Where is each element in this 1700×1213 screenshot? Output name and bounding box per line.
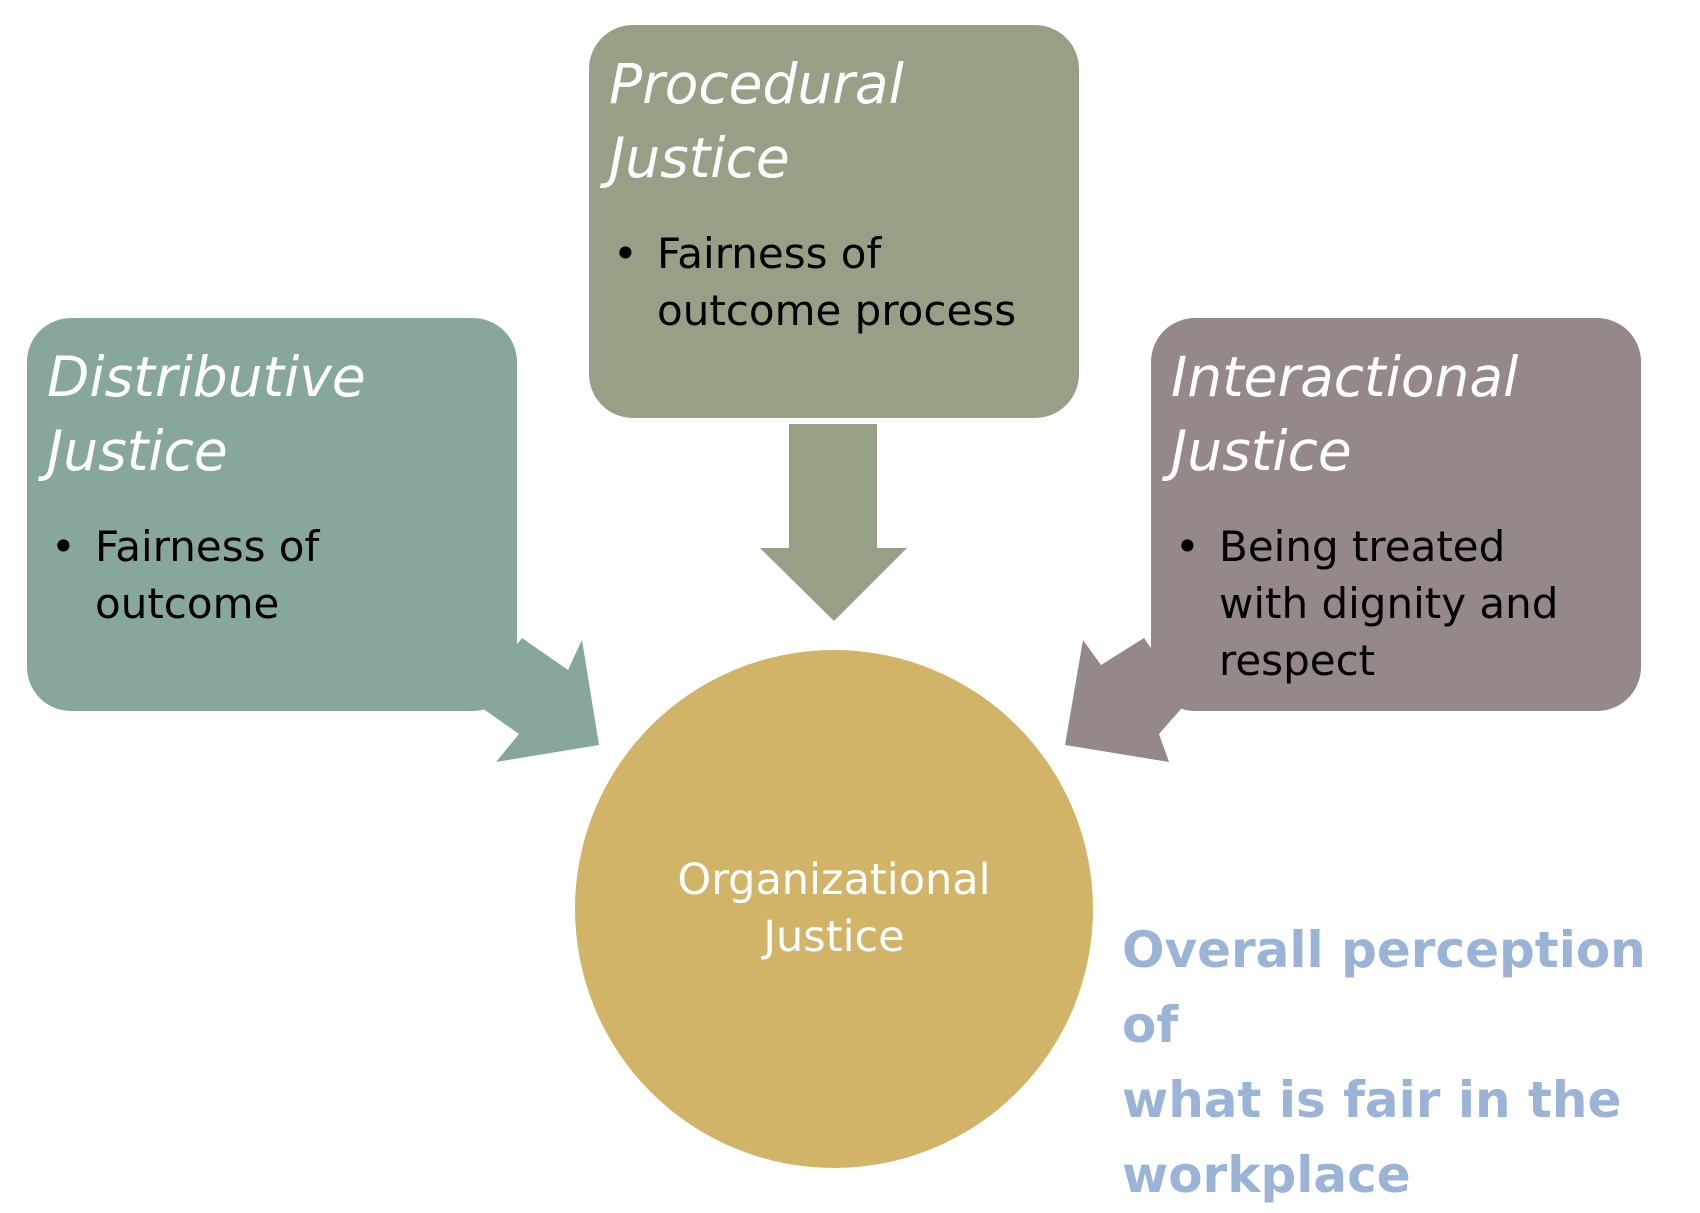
bullet-line: Fairness of: [657, 229, 882, 278]
interactional-justice-box: Interactional Justice • Being treated wi…: [1151, 318, 1641, 711]
procedural-justice-box: Procedural Justice • Fairness of outcome…: [589, 25, 1079, 418]
title-line: Justice: [609, 126, 790, 190]
title-line: Procedural: [609, 52, 904, 116]
bullet-item: • Fairness of outcome: [47, 518, 497, 632]
bullet-item: • Being treated with dignity and respect: [1171, 518, 1621, 689]
organizational-justice-circle: Organizational Justice: [575, 650, 1093, 1168]
distributive-justice-bullets: • Fairness of outcome: [47, 518, 497, 632]
definition-caption: Overall perception of what is fair in th…: [1122, 913, 1697, 1213]
bullet-icon: •: [1175, 522, 1200, 571]
title-line: Distributive: [47, 345, 366, 409]
bullet-line: Fairness of: [95, 522, 320, 571]
caption-line: Overall perception of: [1122, 921, 1646, 1054]
bullet-line: Being treated: [1219, 522, 1506, 571]
organizational-justice-label: Organizational Justice: [624, 852, 1044, 966]
hub-label-line: Organizational: [677, 855, 991, 905]
interactional-justice-bullets: • Being treated with dignity and respect: [1171, 518, 1621, 689]
caption-line: what is fair in the: [1122, 1071, 1622, 1129]
arrow-procedural-to-hub: [760, 424, 907, 621]
bullet-icon: •: [51, 522, 76, 571]
title-line: Justice: [1171, 419, 1352, 483]
bullet-line: outcome: [95, 579, 280, 628]
procedural-justice-bullets: • Fairness of outcome process: [609, 225, 1059, 339]
bullet-item: • Fairness of outcome process: [609, 225, 1059, 339]
procedural-justice-title: Procedural Justice: [609, 47, 1059, 195]
interactional-justice-title: Interactional Justice: [1171, 340, 1621, 488]
bullet-line: outcome process: [657, 286, 1017, 335]
distributive-justice-box: Distributive Justice • Fairness of outco…: [27, 318, 517, 711]
hub-label-line: Justice: [763, 912, 905, 962]
bullet-icon: •: [613, 229, 638, 278]
title-line: Interactional: [1171, 345, 1519, 409]
bullet-line: respect: [1219, 636, 1376, 685]
distributive-justice-title: Distributive Justice: [47, 340, 497, 488]
title-line: Justice: [47, 419, 228, 483]
bullet-line: with dignity and: [1219, 579, 1559, 628]
